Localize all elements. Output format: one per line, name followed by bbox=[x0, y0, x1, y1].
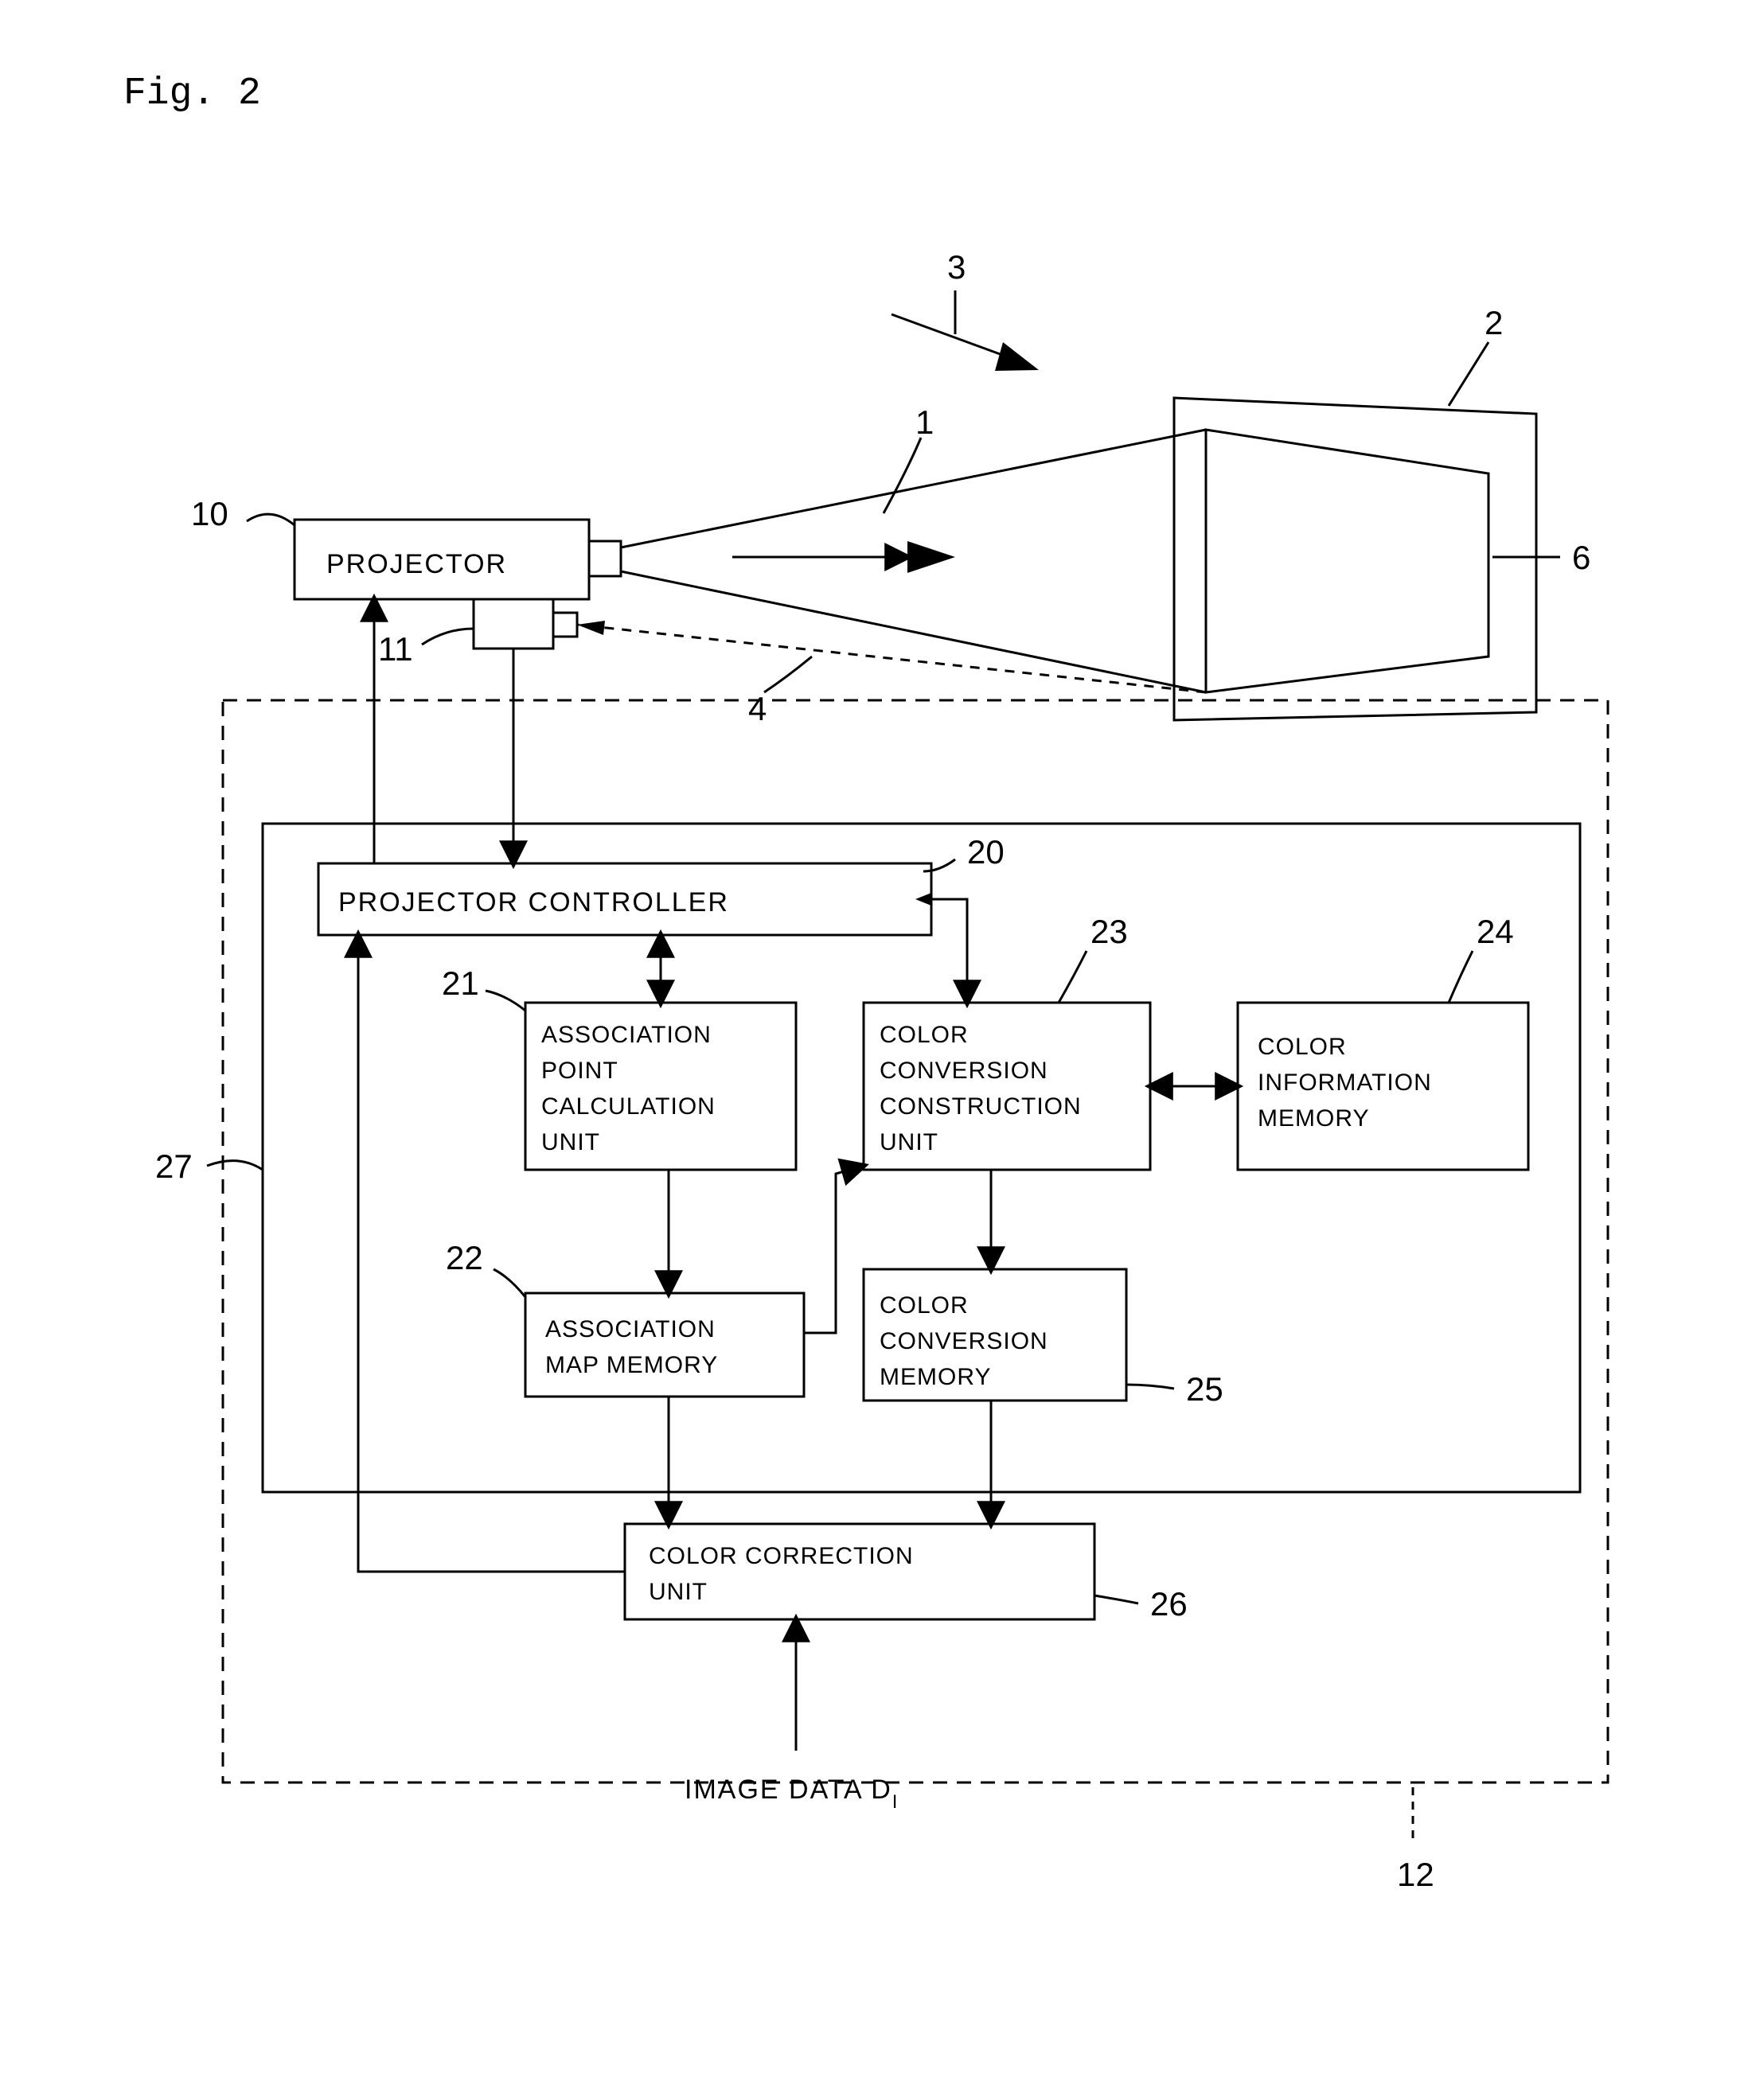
cc-l1: COLOR CORRECTION bbox=[649, 1543, 914, 1569]
image-data-label: IMAGE DATA DI bbox=[685, 1775, 899, 1813]
assoc-map-l1: ASSOCIATION bbox=[545, 1316, 716, 1342]
color-corr-box bbox=[625, 1524, 1094, 1619]
ccc-l4: UNIT bbox=[880, 1129, 938, 1155]
ptr-23: 23 bbox=[1090, 913, 1128, 950]
ccc-l2: CONVERSION bbox=[880, 1058, 1048, 1084]
ptr-25: 25 bbox=[1186, 1370, 1223, 1408]
ptr-3: 3 bbox=[947, 248, 966, 286]
ptr-6: 6 bbox=[1572, 539, 1590, 576]
ccc-l3: CONSTRUCTION bbox=[880, 1093, 1082, 1120]
assoc-point-l1: ASSOCIATION bbox=[541, 1022, 712, 1048]
cim-l3: MEMORY bbox=[1258, 1105, 1369, 1132]
ptr-1: 1 bbox=[915, 403, 934, 441]
camera-lens bbox=[553, 613, 577, 637]
assoc-point-l3: CALCULATION bbox=[541, 1093, 716, 1120]
ccm-l3: MEMORY bbox=[880, 1364, 991, 1390]
projector-controller-label: PROJECTOR CONTROLLER bbox=[338, 887, 729, 918]
ptr-2: 2 bbox=[1485, 304, 1503, 341]
ccc-l1: COLOR bbox=[880, 1022, 969, 1048]
ptr-11: 11 bbox=[378, 630, 413, 668]
ptr-26: 26 bbox=[1150, 1585, 1188, 1623]
arrow-4 bbox=[577, 621, 605, 635]
assoc-map-l2: MAP MEMORY bbox=[545, 1352, 718, 1378]
assoc-point-l4: UNIT bbox=[541, 1129, 600, 1155]
diagram-canvas: Fig. 2 PROJECTOR PROJECTOR CONTROLLER AS… bbox=[0, 0, 1744, 2096]
figure-title: Fig. 2 bbox=[123, 72, 261, 115]
projector-lens bbox=[589, 541, 621, 576]
cim-l2: INFORMATION bbox=[1258, 1069, 1432, 1096]
cim-l1: COLOR bbox=[1258, 1034, 1347, 1060]
ptr-12: 12 bbox=[1397, 1856, 1434, 1893]
projector-label: PROJECTOR bbox=[326, 549, 507, 579]
screen-inner bbox=[1206, 430, 1488, 692]
ptr-22: 22 bbox=[446, 1239, 483, 1276]
ccm-l2: CONVERSION bbox=[880, 1328, 1048, 1354]
ccm-l1: COLOR bbox=[880, 1292, 969, 1319]
assoc-point-l2: POINT bbox=[541, 1058, 618, 1084]
camera-box bbox=[474, 599, 553, 649]
ptr-27: 27 bbox=[155, 1147, 193, 1185]
cc-l2: UNIT bbox=[649, 1579, 708, 1605]
ptr-10: 10 bbox=[191, 495, 228, 532]
ptr-20: 20 bbox=[967, 833, 1005, 871]
ptr-21: 21 bbox=[442, 964, 479, 1002]
assoc-map-box bbox=[525, 1293, 804, 1397]
ptr-4: 4 bbox=[748, 690, 767, 727]
ptr-24: 24 bbox=[1477, 913, 1514, 950]
